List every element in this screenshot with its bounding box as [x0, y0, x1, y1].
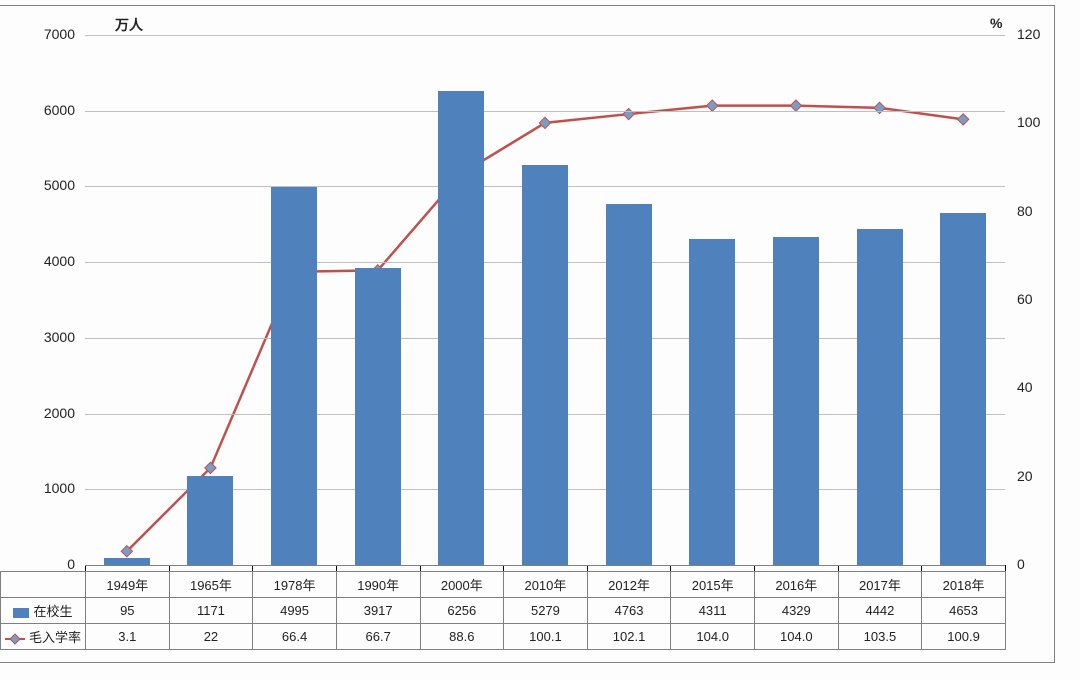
table-corner-cell: [1, 572, 86, 598]
table-cell: 4995: [253, 598, 337, 624]
bar: [606, 204, 652, 565]
table-cell: 6256: [420, 598, 504, 624]
y-left-tick: 6000: [30, 102, 75, 118]
y-left-tick: 1000: [30, 480, 75, 496]
y-left-tick: 2000: [30, 405, 75, 421]
category-tick: [1005, 565, 1006, 571]
bar: [940, 213, 986, 565]
line-marker: [790, 100, 801, 111]
table-cell: 3.1: [86, 624, 170, 650]
table-series-header-bar: 在校生: [1, 598, 86, 624]
table-cell: 4311: [671, 598, 755, 624]
table-cell: 4442: [838, 598, 922, 624]
table-cell: 4763: [587, 598, 671, 624]
table-category-cell: 2018年: [922, 572, 1006, 598]
table-cell: 1171: [169, 598, 253, 624]
table-cell: 4329: [755, 598, 839, 624]
table-cell: 5279: [504, 598, 588, 624]
y-right-tick: 100: [1017, 114, 1040, 130]
table-cell: 102.1: [587, 624, 671, 650]
table-cell: 4653: [922, 598, 1006, 624]
combo-chart: 万人 % 1949年1965年1978年1990年2000年2010年2012年…: [0, 0, 1080, 680]
y-right-tick: 120: [1017, 26, 1040, 42]
bar: [104, 558, 150, 565]
bar: [271, 187, 317, 565]
table-series-header-line: 毛入学率: [1, 624, 86, 650]
table-cell: 104.0: [755, 624, 839, 650]
table-category-cell: 2010年: [504, 572, 588, 598]
table-category-cell: 2016年: [755, 572, 839, 598]
table-cell: 88.6: [420, 624, 504, 650]
bar: [187, 476, 233, 565]
y-left-tick: 4000: [30, 253, 75, 269]
y-left-tick: 0: [30, 556, 75, 572]
y-right-tick: 40: [1017, 379, 1033, 395]
table-cell: 104.0: [671, 624, 755, 650]
table-category-cell: 2017年: [838, 572, 922, 598]
line-legend-swatch: [5, 634, 25, 644]
bar-legend-swatch: [13, 608, 29, 618]
y-left-tick: 5000: [30, 177, 75, 193]
table-category-cell: 2015年: [671, 572, 755, 598]
table-category-cell: 1990年: [336, 572, 420, 598]
gridline: [85, 111, 1005, 112]
table-cell: 22: [169, 624, 253, 650]
table-cell: 3917: [336, 598, 420, 624]
bar: [857, 229, 903, 565]
table-cell: 66.4: [253, 624, 337, 650]
x-axis-line: [85, 565, 1005, 566]
bar: [438, 91, 484, 565]
table-category-cell: 1965年: [169, 572, 253, 598]
line-series-name: 毛入学率: [29, 630, 81, 645]
table-category-cell: 2000年: [420, 572, 504, 598]
y-left-tick: 7000: [30, 26, 75, 42]
line-marker: [707, 100, 718, 111]
y-right-tick: 80: [1017, 203, 1033, 219]
table-category-cell: 1978年: [253, 572, 337, 598]
y-right-tick: 60: [1017, 291, 1033, 307]
line-marker: [539, 117, 550, 128]
table-category-cell: 2012年: [587, 572, 671, 598]
bar-series-name: 在校生: [33, 604, 72, 619]
data-table: 1949年1965年1978年1990年2000年2010年2012年2015年…: [0, 571, 1006, 650]
bar: [522, 165, 568, 565]
line-marker: [874, 102, 885, 113]
bar: [689, 239, 735, 565]
table-cell: 66.7: [336, 624, 420, 650]
bar: [355, 268, 401, 565]
table-cell: 100.1: [504, 624, 588, 650]
line-marker: [958, 114, 969, 125]
table-category-cell: 1949年: [86, 572, 170, 598]
table-cell: 95: [86, 598, 170, 624]
y-right-tick: 20: [1017, 468, 1033, 484]
table-cell: 100.9: [922, 624, 1006, 650]
table-cell: 103.5: [838, 624, 922, 650]
bar: [773, 237, 819, 565]
y-right-tick: 0: [1017, 556, 1025, 572]
y-left-tick: 3000: [30, 329, 75, 345]
gridline: [85, 35, 1005, 36]
